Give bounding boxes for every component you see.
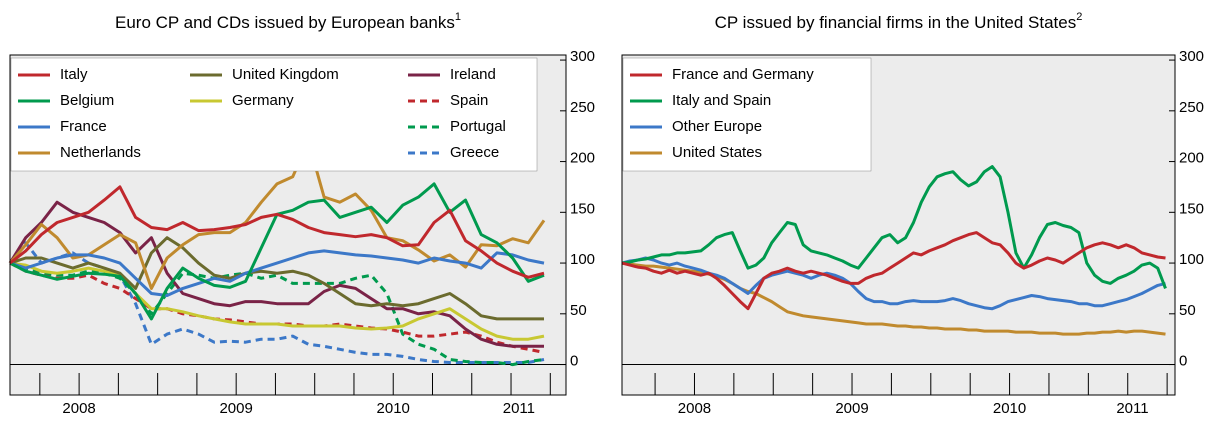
series-line (9, 261, 545, 341)
legend-label: United Kingdom (232, 66, 339, 83)
legend-label: Italy (60, 66, 88, 83)
plot-frame (9, 54, 567, 396)
legend-label: Netherlands (60, 144, 141, 161)
series-line (9, 185, 545, 279)
y-tick-label: 200 (1179, 150, 1204, 167)
title-text: Euro CP and CDs issued by European banks (115, 13, 455, 32)
y-tick-label: 300 (1179, 48, 1204, 65)
chart-title: CP issued by financial firms in the Unit… (715, 11, 1083, 33)
x-tick-label: 2008 (62, 400, 95, 417)
y-tick-label: 300 (570, 48, 595, 65)
y-tick-label: 0 (570, 353, 578, 370)
x-tick-label: 2011 (503, 400, 535, 417)
y-tick-label: 250 (570, 99, 595, 116)
y-tick-label: 100 (1179, 251, 1204, 268)
legend-label: Other Europe (672, 118, 762, 135)
series-line (9, 236, 544, 321)
legend-label: Ireland (450, 66, 496, 83)
y-tick-label: 0 (1179, 353, 1187, 370)
x-tick-label: 2011 (1116, 400, 1148, 417)
series-line (621, 165, 1167, 289)
y-tick-label: 50 (570, 302, 587, 319)
series-line (9, 261, 545, 367)
series-line (9, 249, 545, 297)
title-text: CP issued by financial firms in the Unit… (715, 13, 1077, 32)
x-tick-label: 2010 (377, 400, 410, 417)
plot-frame (621, 54, 1176, 396)
legend-label: France and Germany (672, 66, 814, 83)
legend-box (622, 57, 872, 172)
title-note: 1 (455, 11, 461, 23)
legend-label: United States (672, 144, 762, 161)
y-tick-label: 100 (570, 251, 595, 268)
series-line (621, 231, 1166, 311)
legend-label: France (60, 118, 107, 135)
x-tick-label: 2010 (993, 400, 1026, 417)
chart-title: Euro CP and CDs issued by European banks… (115, 11, 461, 33)
legend-label: Greece (450, 144, 499, 161)
y-tick-label: 150 (1179, 200, 1204, 217)
series-line (8, 139, 546, 290)
legend-label: Spain (450, 92, 488, 109)
y-tick-label: 150 (570, 200, 595, 217)
legend-label: Portugal (450, 118, 506, 135)
y-tick-label: 50 (1179, 302, 1196, 319)
legend-label: Germany (232, 92, 294, 109)
legend-label: Belgium (60, 92, 114, 109)
legend-box (10, 57, 538, 172)
title-note: 2 (1076, 11, 1082, 23)
series-line (8, 200, 544, 348)
x-tick-label: 2009 (219, 400, 252, 417)
x-tick-label: 2008 (678, 400, 711, 417)
y-tick-label: 200 (570, 150, 595, 167)
y-tick-label: 250 (1179, 99, 1204, 116)
legend-label: Italy and Spain (672, 92, 771, 109)
x-tick-label: 2009 (835, 400, 868, 417)
